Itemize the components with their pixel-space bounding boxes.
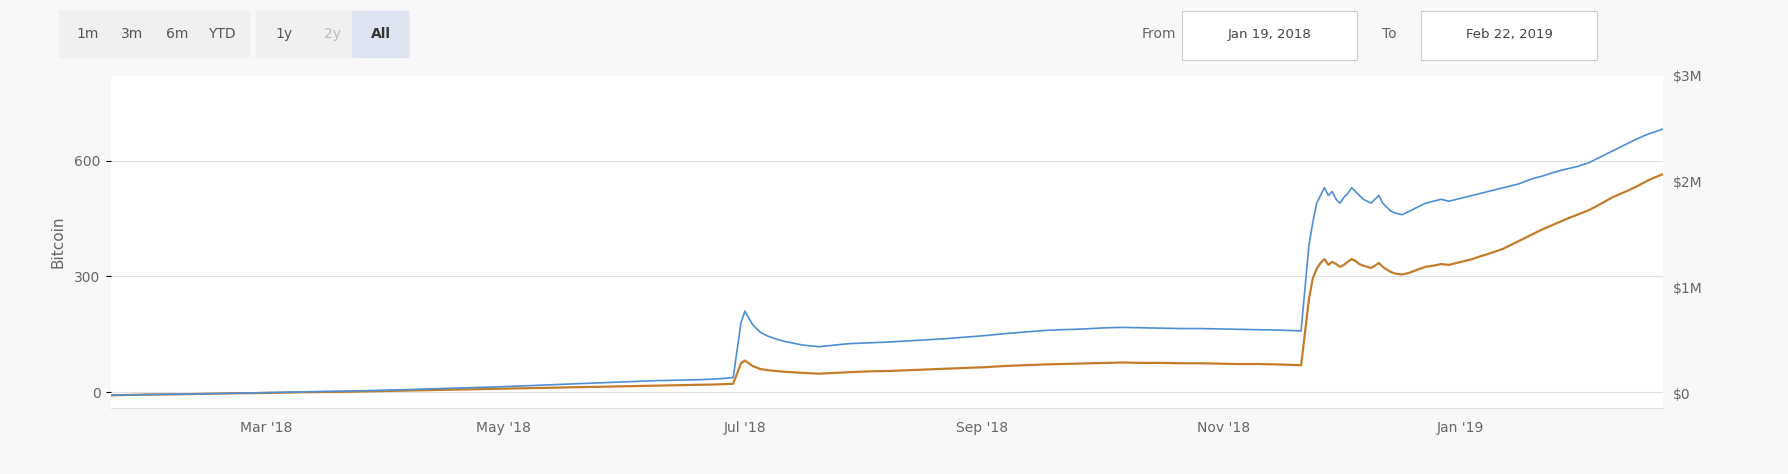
Y-axis label: Bitcoin: Bitcoin [50,216,66,268]
FancyBboxPatch shape [304,10,361,58]
Text: 1m: 1m [77,27,98,41]
FancyBboxPatch shape [148,10,206,58]
FancyBboxPatch shape [256,10,313,58]
Text: 6m: 6m [166,27,188,41]
FancyBboxPatch shape [352,10,409,58]
Text: 1y: 1y [275,27,293,41]
Text: All: All [370,27,392,41]
FancyBboxPatch shape [193,10,250,58]
Text: Feb 22, 2019: Feb 22, 2019 [1466,28,1552,41]
FancyBboxPatch shape [1421,11,1597,61]
FancyBboxPatch shape [104,10,161,58]
Text: YTD: YTD [207,27,236,41]
Text: Jan 19, 2018: Jan 19, 2018 [1228,28,1311,41]
Text: From: From [1143,27,1177,41]
Text: 3m: 3m [122,27,143,41]
Text: 2y: 2y [324,27,342,41]
FancyBboxPatch shape [1182,11,1357,61]
FancyBboxPatch shape [59,10,116,58]
Text: To: To [1382,27,1396,41]
